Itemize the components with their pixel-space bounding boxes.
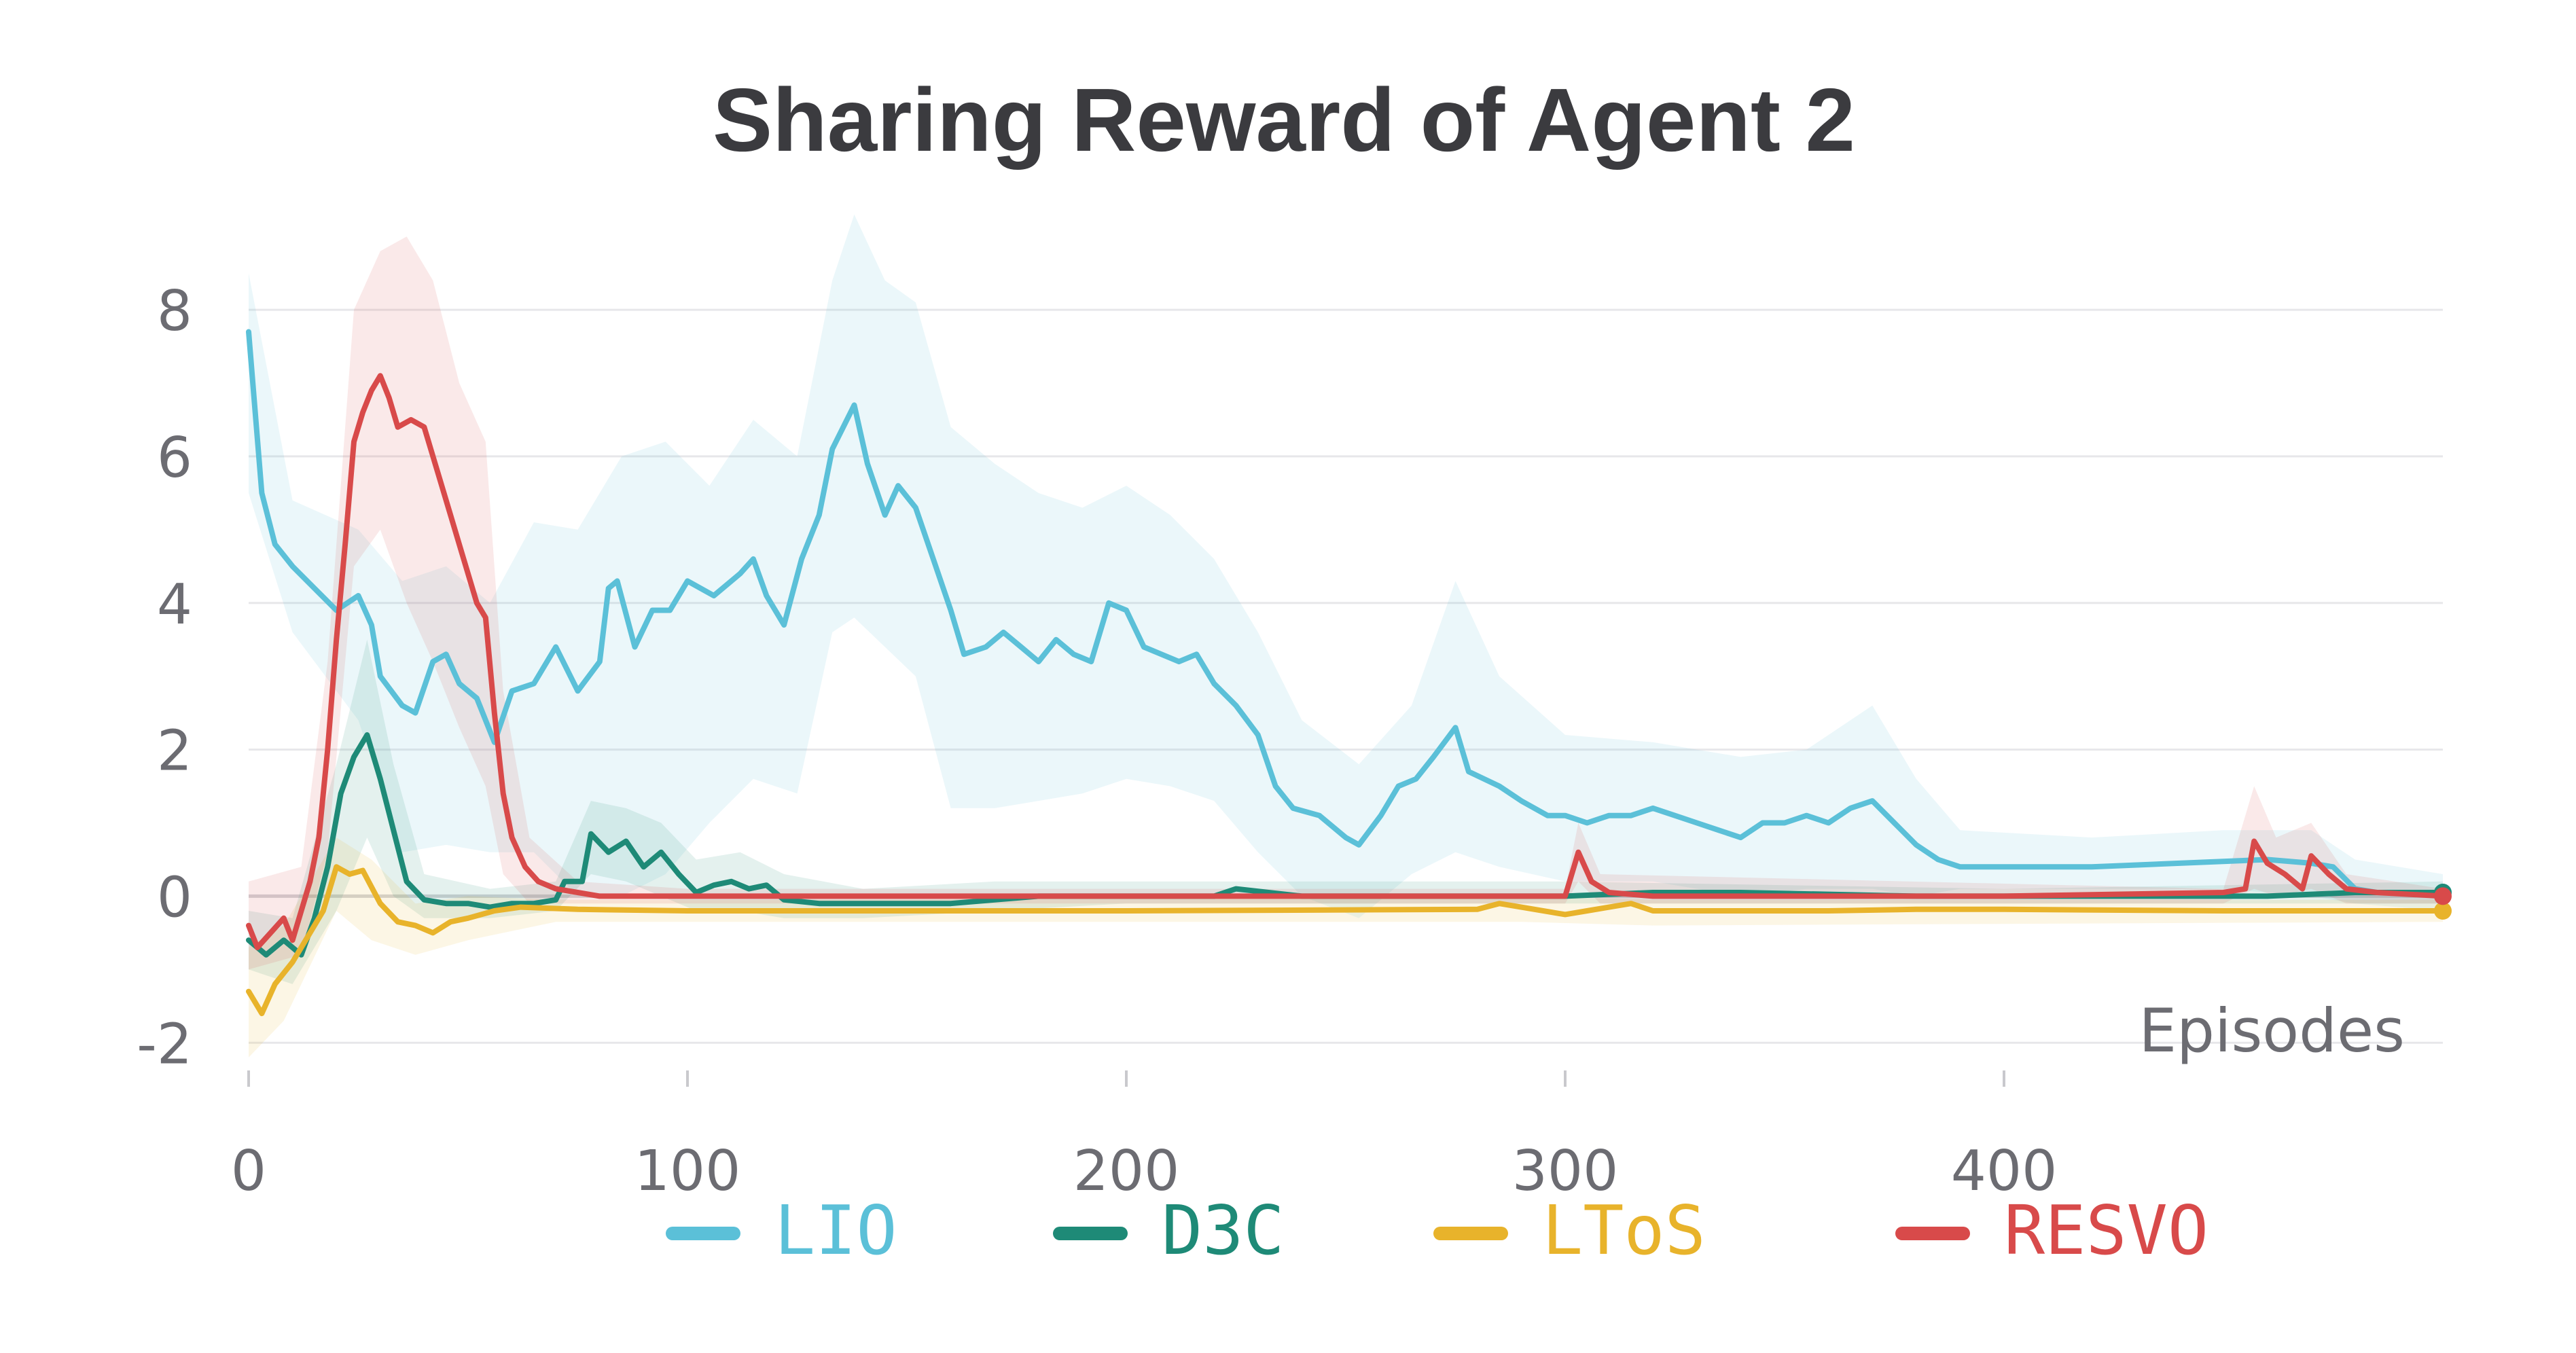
band-lio <box>249 214 2443 918</box>
y-tick-label: 0 <box>157 865 192 930</box>
legend-label-ltos: LToS <box>1542 1191 1706 1270</box>
y-tick-label: -2 <box>137 1012 192 1077</box>
chart-title: Sharing Reward of Agent 2 <box>713 70 1855 170</box>
legend: LIO D3C LToS RESVO <box>666 1191 2208 1270</box>
line-lio <box>246 329 2446 895</box>
x-tick-label: 100 <box>634 1139 741 1204</box>
x-tick-label: 200 <box>1073 1139 1180 1204</box>
x-axis-label: Episodes <box>2139 996 2405 1066</box>
x-tick-label: 300 <box>1512 1139 1619 1204</box>
x-tick-label: 400 <box>1951 1139 2058 1204</box>
end-marker-resvo <box>2434 887 2452 905</box>
legend-label-d3c: D3C <box>1162 1191 1285 1270</box>
y-tick-label: 2 <box>157 719 192 784</box>
confidence-bands <box>249 214 2443 1058</box>
x-tick-label: 0 <box>231 1139 266 1204</box>
y-tick-label: 8 <box>157 279 192 344</box>
series-lines <box>246 329 2452 1017</box>
line-resvo <box>246 373 2446 950</box>
y-tick-label: 4 <box>157 573 192 637</box>
legend-label-lio: LIO <box>774 1191 897 1270</box>
legend-label-resvo: RESVO <box>2004 1191 2208 1270</box>
y-tick-label: 6 <box>157 426 192 490</box>
axis-ticks: -2 0 2 4 6 8 0 100 200 300 400 <box>137 279 2057 1204</box>
line-ltos <box>246 864 2446 1017</box>
end-marker-ltos <box>2434 902 2452 920</box>
